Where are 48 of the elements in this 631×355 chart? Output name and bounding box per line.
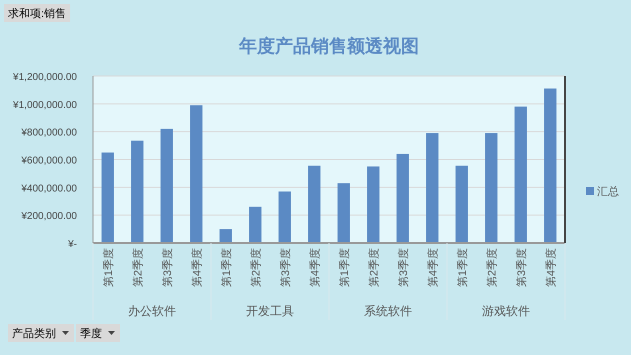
bar xyxy=(367,166,380,243)
y-tick-label: ¥- xyxy=(67,239,77,250)
y-tick-label: ¥200,000.00 xyxy=(20,211,78,222)
x-tick-label: 第1季度 xyxy=(220,248,233,288)
bar xyxy=(249,206,262,243)
y-tick-label: ¥800,000.00 xyxy=(20,128,78,139)
bar xyxy=(338,183,350,243)
y-tick-label: ¥1,200,000.00 xyxy=(12,72,78,83)
x-tick-label: 第3季度 xyxy=(514,248,528,288)
x-tick-label: 第4季度 xyxy=(426,248,440,288)
bar xyxy=(102,152,114,243)
bar xyxy=(190,105,202,243)
x-tick-label: 第4季度 xyxy=(190,248,204,288)
bar xyxy=(220,229,232,243)
x-tick-label: 第1季度 xyxy=(102,248,115,288)
legend-label: 汇总 xyxy=(597,185,619,198)
y-tick-label: ¥600,000.00 xyxy=(20,156,78,166)
x-tick-label: 第3季度 xyxy=(396,248,410,288)
x-tick-label: 第1季度 xyxy=(456,248,469,288)
x-tick-label: 第1季度 xyxy=(338,248,351,288)
text: 游戏软件 xyxy=(482,304,530,318)
x-tick-label: 第4季度 xyxy=(308,248,322,288)
chart-title: 年度产品销售额透视图 xyxy=(238,36,419,57)
x-tick-label: 第2季度 xyxy=(485,248,498,288)
bar xyxy=(278,192,291,243)
bar xyxy=(308,166,320,243)
text: 系统软件 xyxy=(364,304,412,318)
bar xyxy=(456,166,468,243)
bar xyxy=(485,133,498,243)
bar xyxy=(426,133,438,243)
y-tick-label: ¥400,000.00 xyxy=(20,183,78,194)
x-tick-label: 第3季度 xyxy=(278,248,292,288)
x-tick-label: 第2季度 xyxy=(249,248,262,288)
bar xyxy=(514,106,527,243)
bar xyxy=(160,128,173,243)
text: 求和项:销售 xyxy=(8,7,66,20)
bar xyxy=(396,154,409,243)
y-tick-label: ¥1,000,000.00 xyxy=(12,100,78,111)
bar xyxy=(544,88,556,243)
text: 季度 xyxy=(80,327,102,340)
x-tick-label: 第3季度 xyxy=(160,248,174,288)
text: 开发工具 xyxy=(246,304,294,318)
text: 办公软件 xyxy=(128,304,176,318)
text: 产品类别 xyxy=(12,327,56,340)
x-tick-label: 第2季度 xyxy=(131,248,144,288)
bar xyxy=(131,140,144,243)
x-tick-label: 第2季度 xyxy=(367,248,380,288)
x-tick-label: 第4季度 xyxy=(544,248,558,288)
